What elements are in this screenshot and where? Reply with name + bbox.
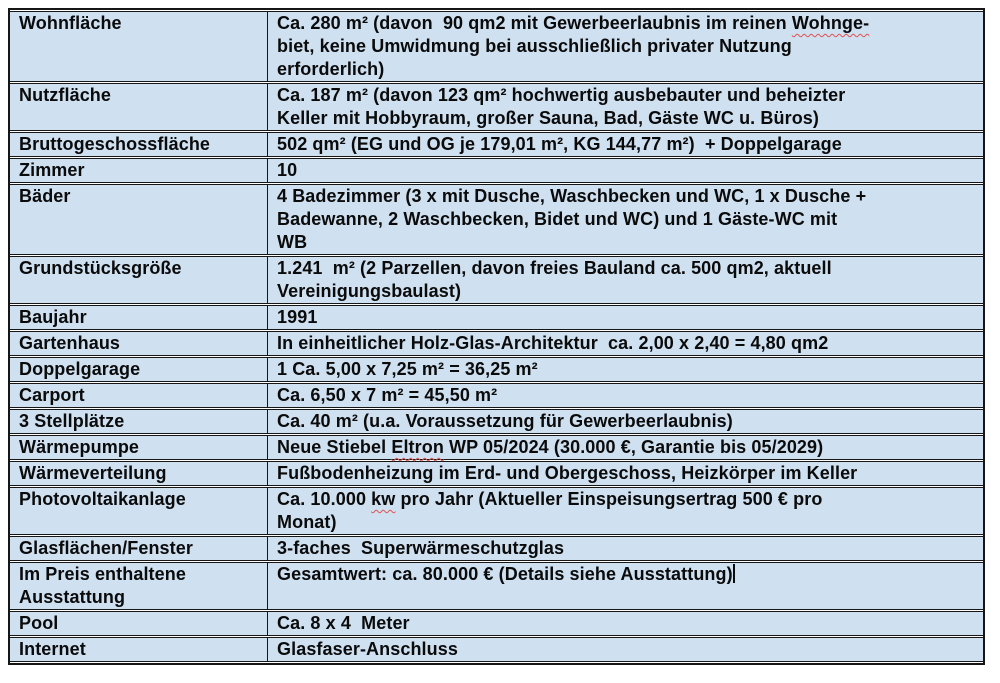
row-value-cell[interactable]: 4 Badezimmer (3 x mit Dusche, Waschbecke… [268, 184, 983, 255]
row-label-cell[interactable]: Bäder [10, 184, 268, 255]
table-row: Im Preis enthaltene Ausstattung Gesamtwer… [10, 562, 983, 610]
spellcheck-underlined-word: Eltron [391, 437, 444, 457]
value-text: 4 Badezimmer (3 x mit Dusche, Waschbecke… [277, 186, 867, 252]
row-label-cell[interactable]: Bruttogeschossfläche [10, 132, 268, 157]
row-label-cell[interactable]: Wohnfläche [10, 11, 268, 82]
row-value-cell[interactable]: Glasfaser-Anschluss [268, 637, 983, 662]
row-label-cell[interactable]: Wärmepumpe [10, 435, 268, 460]
value-text: Ca. 280 m² (davon 90 qm2 mit Gewerbeerla… [277, 13, 792, 33]
row-label-cell[interactable]: Pool [10, 611, 268, 636]
spellcheck-underlined-word: kw [371, 489, 396, 509]
row-value-cell[interactable]: Ca. 280 m² (davon 90 qm2 mit Gewerbeerla… [268, 11, 983, 82]
value-text: Ca. 187 m² (davon 123 qm² hochwertig aus… [277, 85, 846, 128]
table-row: Photovoltaikanlage Ca. 10.000 kw pro Jahr… [10, 487, 983, 535]
table-row: Bäder 4 Badezimmer (3 x mit Dusche, Wasch… [10, 184, 983, 255]
row-label-cell[interactable]: Glasflächen/Fenster [10, 536, 268, 561]
table-row: Bruttogeschossfläche 502 qm² (EG und OG j… [10, 132, 983, 157]
table-row: Carport Ca. 6,50 x 7 m² = 45,50 m² [10, 383, 983, 408]
value-text: 1.241 m² (2 Parzellen, davon freies Baul… [277, 258, 832, 301]
row-value-cell[interactable]: Gesamtwert: ca. 80.000 € (Details siehe … [268, 562, 983, 610]
value-text: Ca. 8 x 4 Meter [277, 613, 410, 633]
row-value-cell[interactable]: Ca. 8 x 4 Meter [268, 611, 983, 636]
table-row: Wärmepumpe Neue Stiebel Eltron WP 05/2024… [10, 435, 983, 460]
value-text: Fußbodenheizung im Erd- und Obergeschoss… [277, 463, 858, 483]
value-text: biet, keine Umwidmung bei ausschließlich… [277, 36, 792, 79]
row-label-cell[interactable]: Im Preis enthaltene Ausstattung [10, 562, 268, 610]
row-label-cell[interactable]: Grundstücksgröße [10, 256, 268, 304]
row-value-cell[interactable]: 1991 [268, 305, 983, 330]
table-row: 3 Stellplätze Ca. 40 m² (u.a. Voraussetzu… [10, 409, 983, 434]
table-row: Nutzfläche Ca. 187 m² (davon 123 qm² hoch… [10, 83, 983, 131]
row-label-cell[interactable]: Internet [10, 637, 268, 662]
value-text: WP 05/2024 (30.000 €, Garantie bis 05/20… [443, 437, 824, 457]
table-row: Pool Ca. 8 x 4 Meter [10, 611, 983, 636]
row-value-cell[interactable]: 3-faches Superwärmeschutzglas [268, 536, 983, 561]
row-value-cell[interactable]: 502 qm² (EG und OG je 179,01 m², KG 144,… [268, 132, 983, 157]
spellcheck-underlined-word: Wohnge- [791, 13, 870, 33]
row-value-cell[interactable]: Ca. 6,50 x 7 m² = 45,50 m² [268, 383, 983, 408]
value-text: Ca. 6,50 x 7 m² = 45,50 m² [277, 385, 498, 405]
value-text: In einheitlicher Holz-Glas-Architektur c… [277, 333, 829, 353]
table-row: Internet Glasfaser-Anschluss [10, 637, 983, 662]
row-label-cell[interactable]: 3 Stellplätze [10, 409, 268, 434]
row-label-cell[interactable]: Photovoltaikanlage [10, 487, 268, 535]
table-row: Gartenhaus In einheitlicher Holz-Glas-Arc… [10, 331, 983, 356]
row-label-cell[interactable]: Gartenhaus [10, 331, 268, 356]
row-value-cell[interactable]: Fußbodenheizung im Erd- und Obergeschoss… [268, 461, 983, 486]
value-text: Ca. 40 m² (u.a. Voraussetzung für Gewerb… [277, 411, 733, 431]
table-row: Glasflächen/Fenster 3-faches Superwärmesc… [10, 536, 983, 561]
value-text: Ca. 10.000 [277, 489, 372, 509]
row-value-cell[interactable]: Ca. 40 m² (u.a. Voraussetzung für Gewerb… [268, 409, 983, 434]
table-row: Wärmeverteilung Fußbodenheizung im Erd- u… [10, 461, 983, 486]
value-text: Glasfaser-Anschluss [277, 639, 458, 659]
property-spec-table: Wohnfläche Ca. 280 m² (davon 90 qm2 mit G… [8, 8, 985, 665]
text-cursor [732, 564, 735, 583]
table-row: Doppelgarage 1 Ca. 5,00 x 7,25 m² = 36,25… [10, 357, 983, 382]
row-label-cell[interactable]: Carport [10, 383, 268, 408]
row-value-cell[interactable]: 1 Ca. 5,00 x 7,25 m² = 36,25 m² [268, 357, 983, 382]
value-text: 3-faches Superwärmeschutzglas [277, 538, 565, 558]
row-value-cell[interactable]: In einheitlicher Holz-Glas-Architektur c… [268, 331, 983, 356]
table-row: Grundstücksgröße 1.241 m² (2 Parzellen, d… [10, 256, 983, 304]
row-value-cell[interactable]: 1.241 m² (2 Parzellen, davon freies Baul… [268, 256, 983, 304]
row-label-cell[interactable]: Doppelgarage [10, 357, 268, 382]
spec-table-body: Wohnfläche Ca. 280 m² (davon 90 qm2 mit G… [10, 11, 983, 662]
row-value-cell[interactable]: Ca. 10.000 kw pro Jahr (Aktueller Einspe… [268, 487, 983, 535]
row-label-cell[interactable]: Baujahr [10, 305, 268, 330]
value-text: 1 Ca. 5,00 x 7,25 m² = 36,25 m² [277, 359, 538, 379]
table-row: Zimmer 10 [10, 158, 983, 183]
row-label-cell[interactable]: Nutzfläche [10, 83, 268, 131]
table-row: Wohnfläche Ca. 280 m² (davon 90 qm2 mit G… [10, 11, 983, 82]
row-value-cell[interactable]: Ca. 187 m² (davon 123 qm² hochwertig aus… [268, 83, 983, 131]
row-value-cell[interactable]: 10 [268, 158, 983, 183]
value-text: 1991 [277, 307, 318, 327]
value-text: 502 qm² (EG und OG je 179,01 m², KG 144,… [277, 134, 842, 154]
table-row: Baujahr 1991 [10, 305, 983, 330]
value-text: Gesamtwert: ca. 80.000 € (Details siehe … [277, 564, 733, 584]
value-text: Neue Stiebel [277, 437, 392, 457]
row-value-cell[interactable]: Neue Stiebel Eltron WP 05/2024 (30.000 €… [268, 435, 983, 460]
row-label-cell[interactable]: Wärmeverteilung [10, 461, 268, 486]
value-text: 10 [277, 160, 298, 180]
value-text: pro Jahr (Aktueller Einspeisungsertrag 5… [277, 489, 823, 532]
row-label-cell[interactable]: Zimmer [10, 158, 268, 183]
